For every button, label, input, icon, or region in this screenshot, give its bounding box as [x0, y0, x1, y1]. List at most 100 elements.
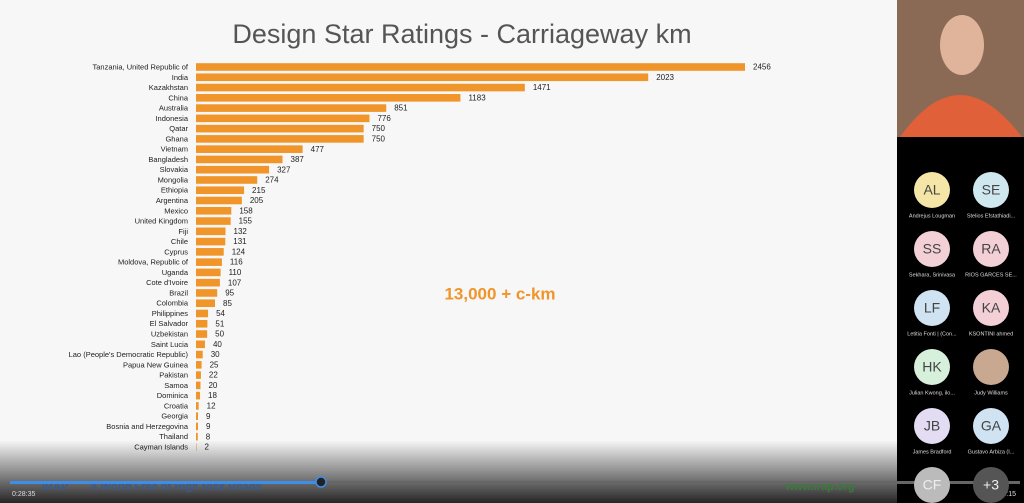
participant-name: Gustavo Arbiza (I... — [968, 449, 1015, 455]
initials: KA — [982, 300, 1001, 316]
initials: CF — [923, 477, 942, 493]
value-label: 40 — [213, 340, 222, 349]
value-label: 25 — [210, 360, 219, 369]
avatar — [973, 408, 1009, 444]
bar — [196, 248, 224, 256]
value-label: 20 — [208, 381, 217, 390]
participant-name: Andrejus Lougman — [909, 213, 955, 219]
initials: JB — [924, 418, 940, 434]
value-label: 18 — [208, 391, 217, 400]
value-label: 387 — [291, 155, 305, 164]
category-label: Georgia — [161, 412, 189, 421]
category-label: Colombia — [156, 299, 189, 308]
bar — [196, 114, 370, 123]
bar — [196, 340, 205, 349]
bar — [196, 155, 283, 164]
initials: GA — [981, 418, 1002, 434]
category-label: Vietnam — [161, 145, 188, 154]
progress-fill — [10, 481, 321, 484]
elapsed-time: 0:28:35 — [12, 491, 35, 498]
value-label: 2023 — [656, 73, 674, 82]
value-label: 750 — [372, 134, 386, 143]
bar — [196, 402, 199, 410]
bar — [196, 176, 258, 184]
value-label: 776 — [377, 114, 391, 123]
value-label: 51 — [215, 319, 224, 328]
participant-name: Sekhara, Srinivasa — [909, 272, 956, 278]
value-label: 124 — [232, 247, 246, 256]
category-label: China — [168, 93, 188, 102]
initials: HK — [922, 359, 942, 375]
participant-name: KSONTINI ahmed — [969, 331, 1013, 337]
bar — [196, 217, 231, 225]
value-label: 1183 — [468, 93, 486, 102]
value-label: 2456 — [753, 63, 771, 72]
bar — [196, 135, 364, 143]
bar — [196, 412, 199, 420]
bar — [196, 63, 745, 71]
speaker-shirt — [900, 95, 1022, 137]
value-label: 50 — [215, 330, 224, 339]
bar — [196, 330, 208, 338]
bar — [196, 268, 221, 277]
category-label: Papua New Guinea — [123, 360, 189, 369]
initials: RA — [981, 241, 1001, 257]
category-label: Mongolia — [158, 175, 189, 184]
category-label: Philippines — [152, 309, 189, 318]
initials: LF — [924, 300, 940, 316]
avatar — [914, 290, 950, 326]
speaker-face — [940, 15, 984, 75]
category-label: Qatar — [169, 124, 188, 133]
category-label: Ethiopia — [161, 186, 189, 195]
bar — [196, 206, 232, 215]
category-label: Fiji — [178, 227, 188, 236]
bar — [196, 381, 201, 390]
avatar — [973, 290, 1009, 326]
initials: SS — [923, 241, 942, 257]
bar — [196, 258, 222, 266]
category-label: Bangladesh — [148, 155, 188, 164]
participant-name: RIOS GARCES SE... — [965, 272, 1017, 278]
bar — [196, 319, 208, 328]
category-label: Uzbekistan — [151, 330, 188, 339]
value-label: 215 — [252, 186, 266, 195]
category-label: Cyprus — [164, 247, 188, 256]
value-label: 131 — [233, 237, 247, 246]
controls-shade — [0, 440, 897, 503]
value-label: 54 — [216, 309, 225, 318]
bar — [196, 289, 218, 297]
bar — [196, 350, 203, 359]
avatar — [914, 467, 950, 503]
value-label: 8 — [206, 432, 211, 441]
bar — [196, 371, 201, 379]
chart-title: Design Star Ratings - Carriageway km — [232, 19, 691, 49]
value-label: 22 — [209, 371, 218, 380]
category-label: Indonesia — [155, 114, 188, 123]
category-label: Moldova, Republic of — [118, 258, 189, 267]
participant-name: James Bradford — [913, 449, 952, 455]
value-label: 107 — [228, 278, 242, 287]
avatar — [973, 467, 1009, 503]
category-label: Saint Lucia — [151, 340, 189, 349]
category-label: Chile — [171, 237, 188, 246]
bar — [196, 391, 201, 400]
initials: SE — [982, 182, 1001, 198]
category-label: Argentina — [156, 196, 189, 205]
participant-name: Julian Kwong, ilo... — [909, 390, 955, 396]
category-label: Ghana — [165, 134, 188, 143]
bar — [196, 237, 226, 246]
avatar — [973, 172, 1009, 208]
participant-name: Letitia Fonti | (Con... — [907, 331, 957, 337]
avatar — [973, 349, 1009, 385]
value-label: 9 — [206, 412, 211, 421]
category-label: Slovakia — [160, 165, 189, 174]
category-label: Lao (People's Democratic Republic) — [69, 350, 189, 359]
category-label: El Salvador — [150, 319, 189, 328]
avatar — [914, 349, 950, 385]
bar — [196, 278, 220, 287]
category-label: Samoa — [164, 381, 189, 390]
progress-knob[interactable] — [315, 476, 327, 488]
progress-track[interactable] — [10, 481, 1020, 484]
value-label: 1471 — [533, 83, 551, 92]
